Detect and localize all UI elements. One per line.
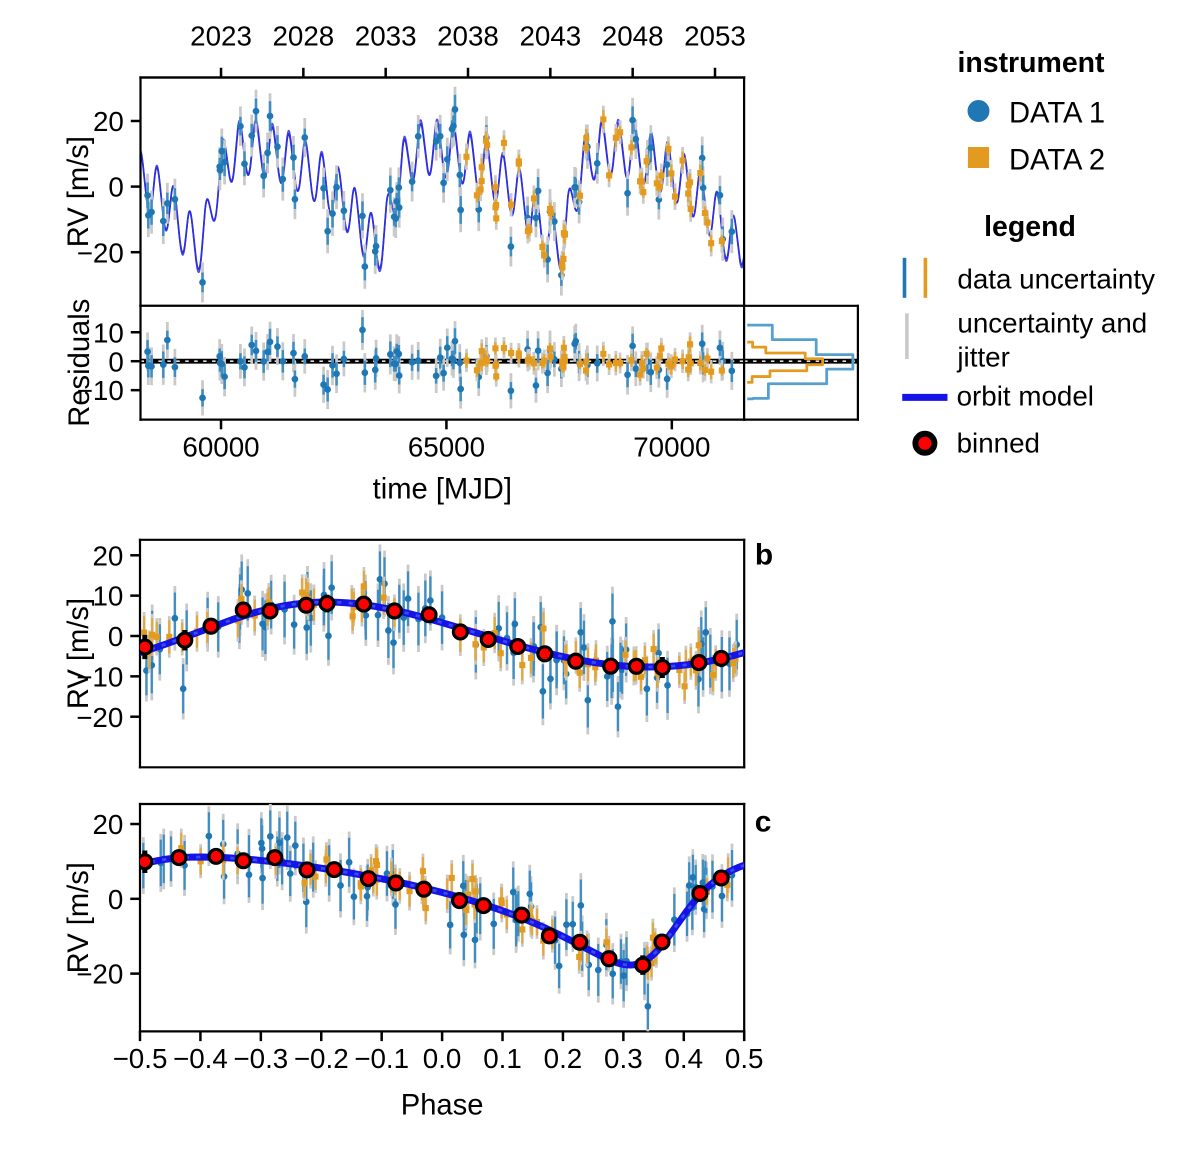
- svg-text:2033: 2033: [355, 20, 417, 51]
- svg-text:0.1: 0.1: [483, 1043, 522, 1074]
- svg-text:−0.1: −0.1: [354, 1043, 409, 1074]
- svg-text:−0.3: −0.3: [233, 1043, 288, 1074]
- svg-text:2028: 2028: [272, 20, 334, 51]
- svg-text:legend: legend: [984, 211, 1076, 243]
- svg-text:10: 10: [92, 581, 123, 612]
- svg-text:instrument: instrument: [957, 47, 1105, 79]
- svg-text:Phase: Phase: [401, 1090, 484, 1122]
- svg-text:70000: 70000: [633, 431, 710, 462]
- svg-text:Residuals: Residuals: [64, 299, 96, 427]
- svg-text:c: c: [755, 806, 772, 839]
- svg-text:−10: −10: [77, 375, 124, 406]
- svg-text:−20: −20: [76, 959, 123, 990]
- svg-text:RV [m/s]: RV [m/s]: [63, 598, 95, 709]
- svg-text:uncertainty and: uncertainty and: [957, 308, 1147, 339]
- svg-text:2038: 2038: [437, 20, 499, 51]
- svg-text:60000: 60000: [182, 431, 259, 462]
- svg-text:DATA 1: DATA 1: [1009, 97, 1105, 129]
- svg-text:2043: 2043: [519, 20, 581, 51]
- svg-text:2048: 2048: [602, 20, 664, 51]
- svg-text:binned: binned: [957, 427, 1040, 458]
- svg-text:orbit model: orbit model: [957, 381, 1094, 412]
- svg-text:0: 0: [108, 346, 123, 377]
- svg-text:−20: −20: [77, 237, 124, 268]
- svg-text:0: 0: [108, 172, 123, 203]
- svg-text:−20: −20: [76, 702, 123, 733]
- svg-text:DATA 2: DATA 2: [1009, 144, 1105, 176]
- svg-text:0: 0: [108, 884, 123, 915]
- svg-text:20: 20: [92, 809, 123, 840]
- svg-text:−0.5: −0.5: [113, 1043, 168, 1074]
- svg-text:0.3: 0.3: [604, 1043, 643, 1074]
- svg-text:0.4: 0.4: [664, 1043, 703, 1074]
- svg-text:b: b: [755, 539, 773, 572]
- svg-text:−0.2: −0.2: [294, 1043, 349, 1074]
- svg-text:time [MJD]: time [MJD]: [373, 474, 512, 506]
- svg-text:jitter: jitter: [956, 342, 1009, 373]
- svg-text:65000: 65000: [408, 431, 485, 462]
- svg-text:20: 20: [93, 106, 124, 137]
- svg-text:2053: 2053: [684, 20, 746, 51]
- svg-text:20: 20: [92, 540, 123, 571]
- svg-text:0: 0: [108, 621, 123, 652]
- svg-text:10: 10: [93, 317, 124, 348]
- svg-text:−0.4: −0.4: [173, 1043, 228, 1074]
- svg-text:RV [m/s]: RV [m/s]: [63, 862, 95, 973]
- svg-text:data uncertainty: data uncertainty: [957, 264, 1155, 295]
- svg-text:0.2: 0.2: [544, 1043, 583, 1074]
- svg-text:RV [m/s]: RV [m/s]: [63, 136, 95, 247]
- svg-text:0.0: 0.0: [423, 1043, 462, 1074]
- svg-text:2023: 2023: [190, 20, 252, 51]
- svg-text:0.5: 0.5: [725, 1043, 764, 1074]
- svg-text:−10: −10: [76, 661, 123, 692]
